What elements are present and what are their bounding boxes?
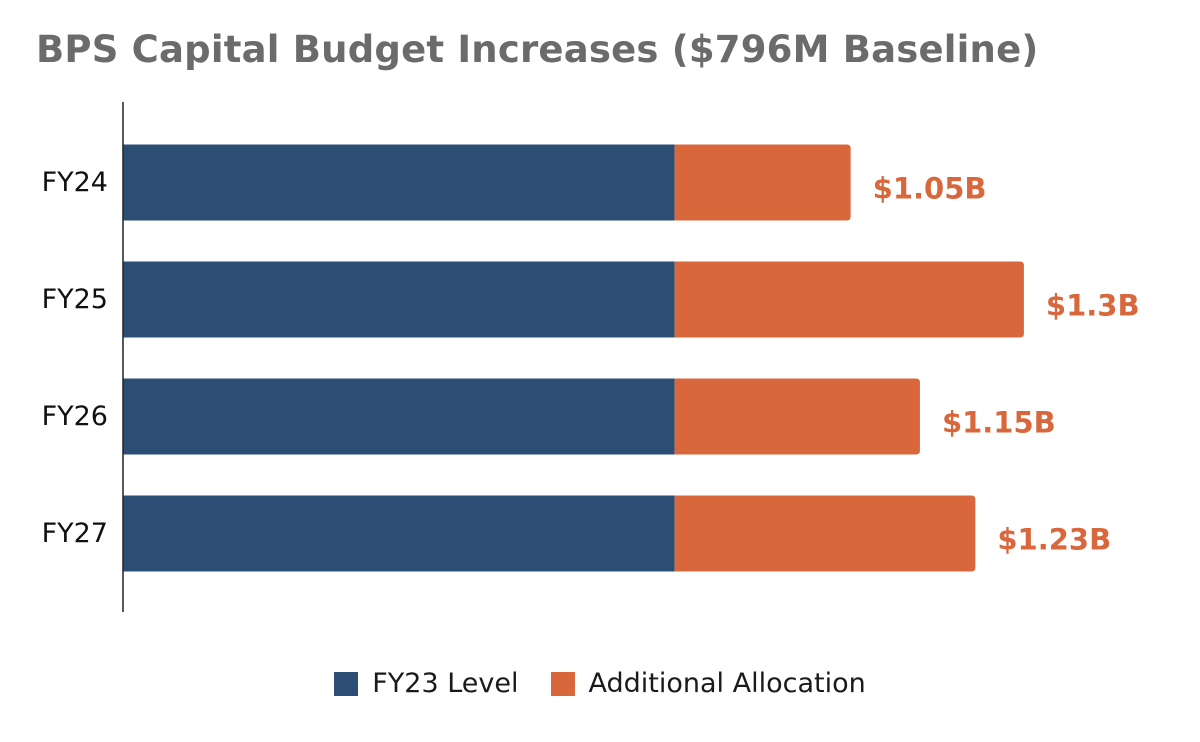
category-label-fy27: FY27: [42, 518, 108, 549]
category-label-fy25: FY25: [42, 284, 108, 315]
bar-fy25-fy23-level: [123, 261, 675, 338]
plot-area: FY24 $1.05B FY25 $1.3B FY26 $1.15B FY27 $1.23B: [42, 102, 1140, 612]
legend-label-additional-allocation: Additional Allocation: [588, 668, 866, 699]
bar-fy27-fy23-level: [123, 495, 675, 572]
category-label-fy26: FY26: [42, 401, 108, 432]
legend: FY23 Level Additional Allocation: [0, 668, 1200, 699]
bar-fy24-fy23-level: [123, 144, 675, 221]
total-label-fy27: $1.23B: [997, 523, 1111, 557]
total-label-fy24: $1.05B: [873, 172, 987, 206]
legend-swatch-fy23-level: [334, 671, 359, 696]
legend-item-additional-allocation: Additional Allocation: [550, 668, 866, 699]
chart-title: BPS Capital Budget Increases ($796M Base…: [36, 28, 1039, 71]
total-label-fy26: $1.15B: [942, 406, 1056, 440]
bar-fy26-fy23-level: [123, 378, 675, 455]
bar-fy25-additional-allocation: [674, 261, 1024, 338]
bar-fy24-additional-allocation: [674, 144, 851, 221]
bar-fy26-additional-allocation: [674, 378, 920, 455]
legend-label-fy23-level: FY23 Level: [372, 668, 519, 699]
category-label-fy24: FY24: [42, 167, 108, 198]
legend-item-fy23-level: FY23 Level: [334, 668, 519, 699]
bar-fy27-additional-allocation: [674, 495, 976, 572]
legend-swatch-additional-allocation: [550, 671, 575, 696]
total-label-fy25: $1.3B: [1046, 289, 1140, 323]
